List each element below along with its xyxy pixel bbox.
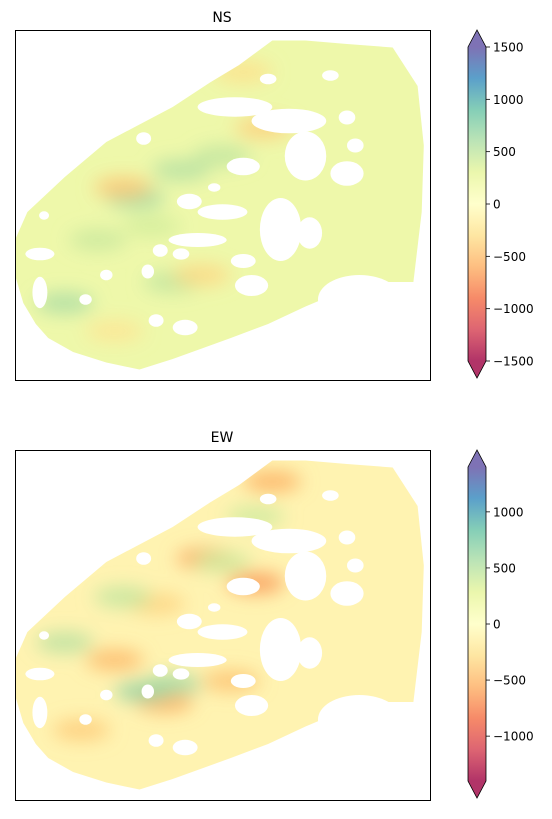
heatmap-blob: [122, 215, 181, 237]
chart-title: NS: [212, 10, 231, 26]
colorbar: 1500 1000 500 0 −500 −1000 −1500: [467, 29, 534, 379]
colorbar-tick-label: 1500: [493, 41, 524, 55]
heatmap-blob: [172, 264, 231, 286]
heatmap-field: [15, 40, 424, 370]
colorbar-tick-label: 500: [493, 145, 516, 159]
heatmap-blob: [234, 117, 294, 139]
heatmap-blob: [151, 159, 211, 181]
colorbar: 1000 500 0 −500 −1000: [467, 449, 534, 799]
heatmap-blob: [35, 632, 94, 653]
heatmap-blob: [52, 719, 111, 741]
colorbar-tick-label: 0: [493, 198, 501, 212]
colorbar-tick-label: −1000: [493, 302, 534, 316]
heatmap-field: [15, 460, 424, 790]
axes-frame: [15, 30, 431, 381]
heatmap-blob: [85, 320, 144, 342]
colorbar-tick-label: 1000: [493, 93, 524, 107]
heatmap-blob: [68, 229, 128, 251]
colorbar-tick-label: −500: [493, 250, 526, 264]
heatmap-blob: [93, 177, 152, 198]
colorbar-extend-min: [468, 361, 486, 378]
heatmap-blob: [143, 674, 202, 695]
colorbar-tick-label: −500: [493, 674, 526, 688]
colorbar-tick-label: −1500: [493, 355, 534, 369]
heatmap-blob: [214, 61, 273, 83]
colorbar-tick-label: −1000: [493, 730, 534, 744]
chart-title: EW: [211, 430, 234, 446]
colorbar-tick-label: 1000: [493, 505, 524, 519]
heatmap-blob: [193, 551, 252, 573]
axes-frame: [15, 450, 431, 801]
heatmap-blob: [85, 649, 144, 671]
heatmap-blob: [35, 292, 94, 314]
heatmap-blob: [243, 471, 302, 492]
heatmap-blob: [201, 670, 260, 692]
heatmap-blob: [193, 145, 252, 167]
colorbar-tick-label: 500: [493, 561, 516, 575]
colorbar-extend-max: [468, 30, 486, 47]
heatmap-blob: [226, 506, 285, 527]
colorbar-extend-max: [468, 450, 486, 467]
colorbar-tick-label: 0: [493, 618, 501, 632]
heatmap-blob: [226, 572, 285, 594]
heatmap-blob: [93, 586, 152, 608]
colorbar-extend-min: [468, 781, 486, 798]
